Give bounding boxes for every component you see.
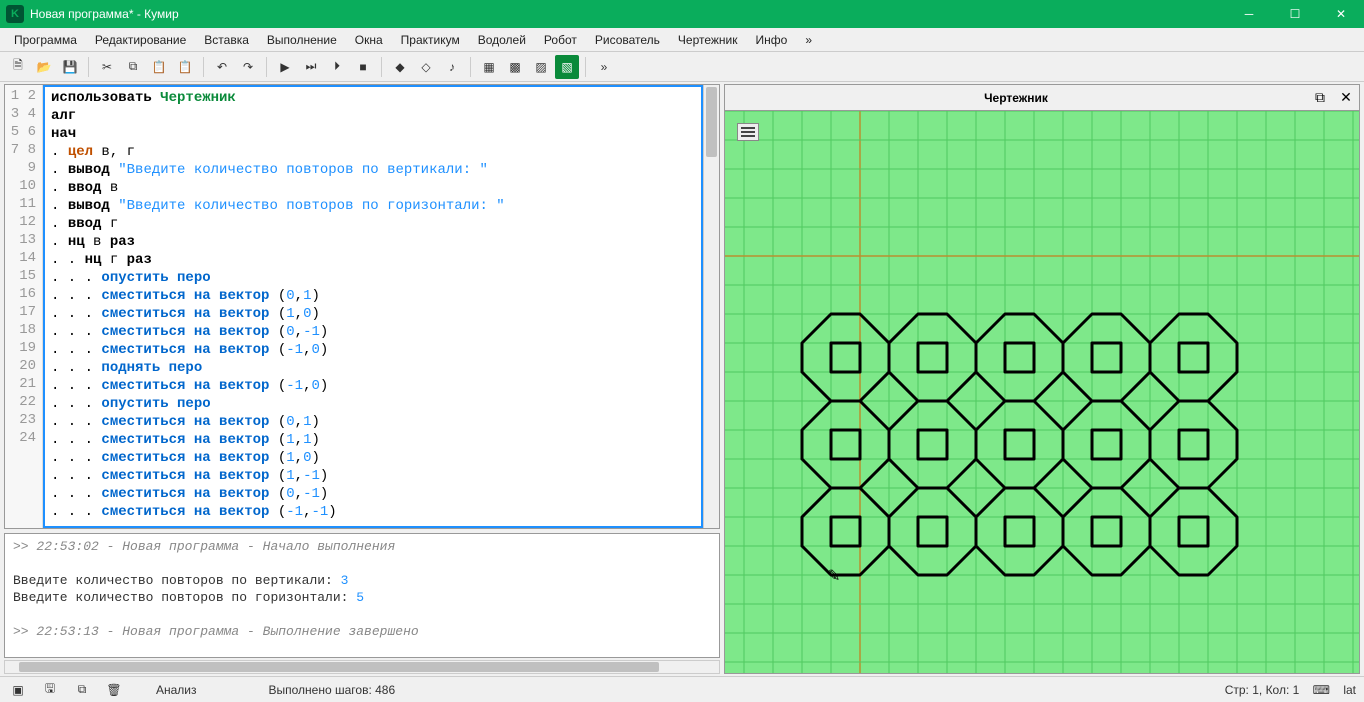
menu-item-1[interactable]: Редактирование (87, 31, 194, 49)
horizontal-scrollbar[interactable] (4, 660, 720, 674)
menu-item-10[interactable]: Инфо (748, 31, 796, 49)
cut-icon[interactable]: ✂ (95, 55, 119, 79)
menu-item-7[interactable]: Робот (536, 31, 585, 49)
open-file-icon[interactable]: 📂 (32, 55, 56, 79)
status-copy-icon[interactable]: ⧉ (72, 681, 92, 699)
run-to-icon[interactable]: ⏵ (325, 55, 349, 79)
drawer-header: Чертежник ⧉ ✕ (724, 84, 1360, 110)
toolbar: 🗎📂💾✂⧉📋📋↶↷▶⏭⏵■◆◇♪▦▩▨▧» (0, 52, 1364, 82)
grid2-icon[interactable]: ▩ (503, 55, 527, 79)
status-steps: Выполнено шагов: 486 (269, 683, 396, 697)
copy-icon[interactable]: ⧉ (121, 55, 145, 79)
grid1-icon[interactable]: ▦ (477, 55, 501, 79)
more-icon[interactable]: » (592, 55, 616, 79)
drawer-canvas[interactable]: ✎ (724, 110, 1360, 674)
console-line: Введите количество повторов по горизонта… (13, 589, 711, 606)
status-cursor: Стр: 1, Кол: 1 (1225, 683, 1300, 697)
code-editor[interactable]: 1 2 3 4 5 6 7 8 9 10 11 12 13 14 15 16 1… (4, 84, 720, 529)
console-line: >> 22:53:13 - Новая программа - Выполнен… (13, 623, 711, 640)
hscroll-thumb[interactable] (19, 662, 659, 672)
robot-field-icon[interactable]: ◇ (414, 55, 438, 79)
status-kb-layout: lat (1343, 683, 1356, 697)
console-line: Введите количество повторов по вертикали… (13, 572, 711, 589)
new-file-icon[interactable]: 🗎 (6, 55, 30, 79)
status-analysis: Анализ (156, 683, 197, 697)
app-icon: K (6, 5, 24, 23)
main-area: 1 2 3 4 5 6 7 8 9 10 11 12 13 14 15 16 1… (0, 82, 1364, 676)
status-trash-icon[interactable]: 🗑 (104, 681, 124, 699)
drawer-menu-icon[interactable] (737, 123, 759, 141)
console-line (13, 606, 711, 623)
save-file-icon[interactable]: 💾 (58, 55, 82, 79)
grid-green-icon[interactable]: ▧ (555, 55, 579, 79)
grid3-icon[interactable]: ▨ (529, 55, 553, 79)
drawer-close-icon[interactable]: ✕ (1333, 87, 1359, 109)
pen-cursor-icon: ✎ (827, 568, 840, 585)
run-icon[interactable]: ▶ (273, 55, 297, 79)
minimize-button[interactable]: ─ (1226, 0, 1272, 28)
redo-icon[interactable]: ↷ (236, 55, 260, 79)
drawer-restore-icon[interactable]: ⧉ (1307, 87, 1333, 109)
left-pane: 1 2 3 4 5 6 7 8 9 10 11 12 13 14 15 16 1… (0, 82, 724, 676)
undo-icon[interactable]: ↶ (210, 55, 234, 79)
menubar: ПрограммаРедактированиеВставкаВыполнение… (0, 28, 1364, 52)
drawer-svg: ✎ (725, 111, 1359, 673)
editor-scrollbar[interactable] (703, 85, 719, 528)
stop-icon[interactable]: ■ (351, 55, 375, 79)
paste-icon[interactable]: 📋 (147, 55, 171, 79)
console-line (13, 555, 711, 572)
line-gutter: 1 2 3 4 5 6 7 8 9 10 11 12 13 14 15 16 1… (5, 85, 43, 528)
statusbar: ▣ 🖫 ⧉ 🗑 Анализ Выполнено шагов: 486 Стр:… (0, 676, 1364, 702)
titlebar: K Новая программа* - Кумир ─ ☐ ✕ (0, 0, 1364, 28)
menu-item-3[interactable]: Выполнение (259, 31, 345, 49)
menu-item-4[interactable]: Окна (347, 31, 391, 49)
paste-special-icon[interactable]: 📋 (173, 55, 197, 79)
menu-item-0[interactable]: Программа (6, 31, 85, 49)
menu-item-2[interactable]: Вставка (196, 31, 257, 49)
robot-icon[interactable]: ◆ (388, 55, 412, 79)
maximize-button[interactable]: ☐ (1272, 0, 1318, 28)
menu-item-8[interactable]: Рисователь (587, 31, 668, 49)
drawer-pane: Чертежник ⧉ ✕ ✎ (724, 82, 1364, 676)
menu-item-5[interactable]: Практикум (393, 31, 468, 49)
robot-reset-icon[interactable]: ♪ (440, 55, 464, 79)
window-title: Новая программа* - Кумир (30, 7, 1226, 21)
close-button[interactable]: ✕ (1318, 0, 1364, 28)
drawer-title: Чертежник (725, 91, 1307, 105)
console-line: >> 22:53:02 - Новая программа - Начало в… (13, 538, 711, 555)
menu-item-11[interactable]: » (797, 31, 820, 49)
status-console-icon[interactable]: ▣ (8, 681, 28, 699)
run-step-icon[interactable]: ⏭ (299, 55, 323, 79)
status-kb-icon[interactable]: ⌨ (1311, 681, 1331, 699)
code-area[interactable]: использовать Чертежник алг нач . цел в, … (43, 85, 703, 528)
menu-item-6[interactable]: Водолей (470, 31, 534, 49)
scrollbar-thumb[interactable] (706, 87, 717, 157)
status-save-icon[interactable]: 🖫 (40, 681, 60, 699)
menu-item-9[interactable]: Чертежник (670, 31, 746, 49)
window-controls: ─ ☐ ✕ (1226, 0, 1364, 28)
output-console[interactable]: >> 22:53:02 - Новая программа - Начало в… (4, 533, 720, 658)
